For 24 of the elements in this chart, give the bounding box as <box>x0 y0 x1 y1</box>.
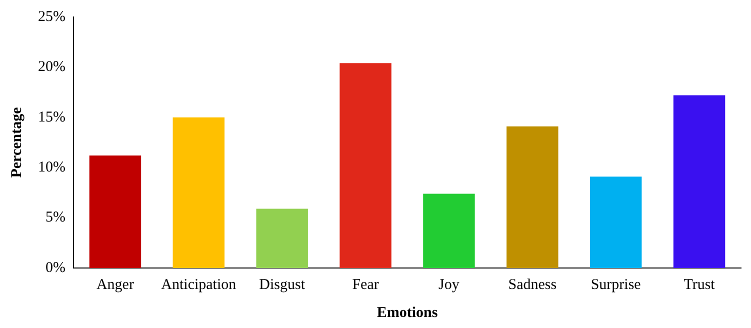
x-tick-label: Anger <box>96 276 134 293</box>
y-tick-label: 20% <box>38 59 66 76</box>
y-axis-title: Percentage <box>8 106 25 178</box>
bar <box>590 176 642 268</box>
bar <box>256 208 308 268</box>
x-tick-label: Surprise <box>590 276 642 293</box>
x-tick-label: Trust <box>684 276 716 293</box>
bar <box>673 95 726 268</box>
x-tick-label: Sadness <box>508 276 557 293</box>
bar <box>172 117 225 268</box>
y-tick-label: 0% <box>45 260 66 276</box>
x-tick-label: Disgust <box>259 276 306 293</box>
x-tick-label: Joy <box>438 276 460 293</box>
x-tick-label: Fear <box>352 276 379 293</box>
x-axis-title: Emotions <box>376 304 438 321</box>
y-tick-label: 25% <box>38 8 66 25</box>
y-tick-label: 15% <box>38 109 66 126</box>
y-tick-label: 10% <box>38 160 66 176</box>
bar <box>340 63 392 268</box>
bar <box>423 194 475 268</box>
bar <box>506 126 558 268</box>
y-tick-label: 5% <box>45 210 66 226</box>
x-tick-label: Anticipation <box>161 276 237 293</box>
bar <box>89 156 142 268</box>
